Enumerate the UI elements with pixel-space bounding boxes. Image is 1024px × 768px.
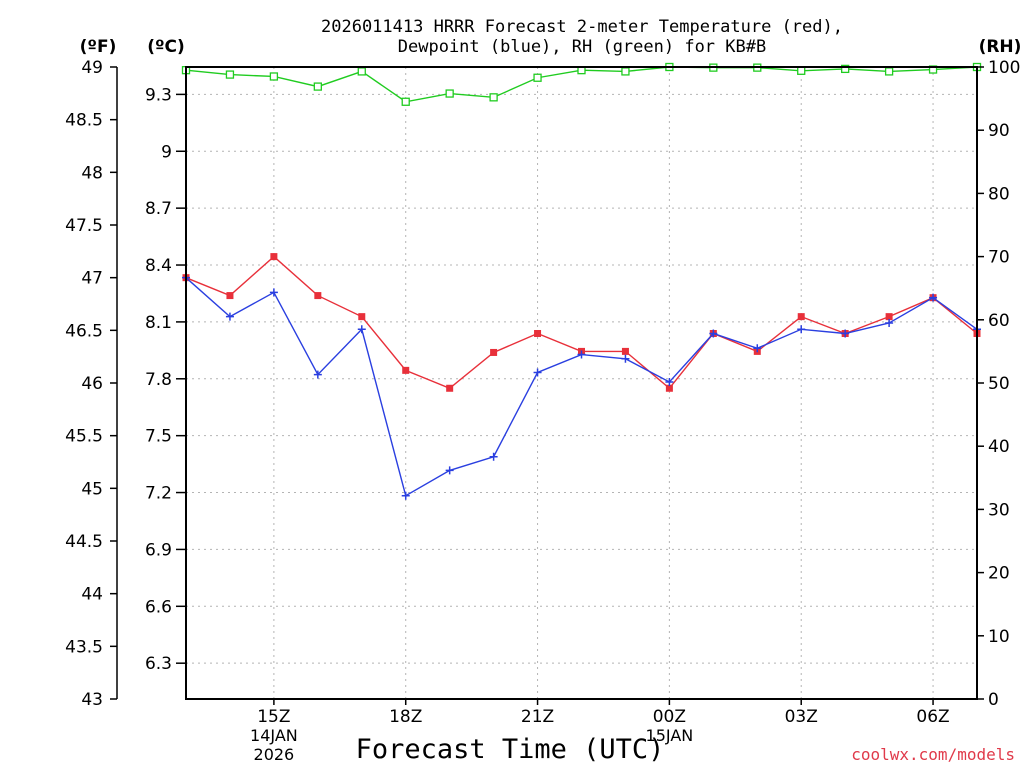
rh-tick-label: 70 [988,248,1010,268]
rh-point [401,97,410,106]
dewpoint-point [753,344,762,353]
rh-tick-label: 100 [988,58,1020,78]
fahrenheit-tick-label: 47.5 [65,216,103,236]
fahrenheit-tick-label: 48.5 [65,111,103,131]
rh-tick-label: 50 [988,374,1010,394]
temperature-point [270,253,278,261]
x-tick-date: 14JAN [250,726,298,745]
rh-point [884,67,894,76]
fahrenheit-tick-label: 43 [81,690,103,710]
rh-tick-label: 30 [988,500,1010,520]
dewpoint-point [269,288,278,297]
chart-title-line1: 2026011413 HRRR Forecast 2-meter Tempera… [321,17,843,37]
rh-point [313,82,322,91]
celsius-tick-label: 7.2 [145,484,172,504]
x-tick-label: 03Z [785,707,818,727]
rh-point [445,89,454,98]
celsius-tick-label: 8.7 [145,199,172,219]
fahrenheit-tick-label: 46 [81,374,103,394]
plot-frame [185,66,978,700]
dewpoint-point [577,350,586,359]
chart-title-line2: Dewpoint (blue), RH (green) for KB#B [397,37,767,57]
rh-unit-label: (RH) [979,37,1022,57]
temperature-point [621,347,629,355]
series-layer [181,62,982,500]
temperature-point [534,329,542,337]
dewpoint-point [841,329,850,338]
rh-tick-label: 40 [988,437,1010,457]
fahrenheit-tick-label: 46.5 [65,321,103,341]
dewpoint-point [225,312,234,321]
rh-point [357,67,366,76]
rh-tick-label: 10 [988,627,1010,647]
x-tick-label: 06Z [916,707,949,727]
x-tick-label: 15Z [257,707,290,727]
rh-tick-label: 0 [988,690,999,710]
rh-point [269,72,279,81]
temperature-point [226,292,234,300]
celsius-tick-label: 8.4 [145,256,172,276]
dewpoint-point [929,293,938,302]
celsius-tick-label: 6.9 [145,540,172,560]
fahrenheit-tick-label: 47 [81,269,103,289]
dewpoint-point [489,452,498,461]
fahrenheit-tick-label: 44.5 [65,532,103,552]
dewpoint-point [797,325,806,334]
dewpoint-point [357,325,366,334]
temperature-point [314,292,322,300]
rh-point [533,73,542,82]
temperature-point [665,384,673,392]
fahrenheit-tick-label: 49 [81,58,103,78]
rh-point [797,66,806,75]
celsius-tick-label: 7.8 [145,370,172,390]
x-tick-label: 18Z [389,707,422,727]
fahrenheit-tick-label: 48 [81,163,103,183]
celsius-tick-label: 9 [161,142,172,162]
celsius-tick-label: 7.5 [145,427,172,447]
x-tick-label: 00Z [653,707,686,727]
rh-point [489,93,498,102]
celsius-unit-label: (ºC) [147,37,185,57]
x-tick-year: 2026 [254,745,295,764]
x-tick-date: 15JAN [646,726,694,745]
credit-label: coolwx.com/models [851,745,1015,764]
gridlines [186,67,977,699]
fahrenheit-tick-label: 43.5 [65,637,103,657]
celsius-tick-label: 6.6 [145,597,172,617]
temperature-point [797,313,805,321]
temperature-point [402,366,410,374]
dewpoint-point [665,377,674,386]
fahrenheit-unit-label: (ºF) [80,37,117,57]
dewpoint-point [709,329,718,338]
rh-point [225,70,235,79]
celsius-tick-label: 6.3 [145,654,172,674]
fahrenheit-tick-label: 45.5 [65,427,103,447]
x-axis-title: Forecast Time (UTC) [356,734,665,765]
rh-tick-label: 60 [988,311,1010,331]
dewpoint-point [313,370,322,379]
x-tick-label: 21Z [521,707,554,727]
dewpoint-line [185,277,978,497]
dewpoint-point [533,368,542,377]
temperature-point [446,384,454,392]
fahrenheit-tick-label: 44 [81,585,103,605]
celsius-tick-label: 9.3 [145,85,172,105]
celsius-tick-label: 8.1 [145,313,172,333]
temperature-point [885,313,893,321]
rh-tick-label: 80 [988,184,1010,204]
dewpoint-point [621,354,630,363]
rh-tick-label: 90 [988,121,1010,141]
temperature-line [185,255,978,390]
rh-point [621,67,630,76]
dewpoint-point [885,318,894,327]
rh-tick-label: 20 [988,564,1010,584]
temperature-point [490,348,498,356]
dewpoint-point [401,491,410,500]
dewpoint-point [445,466,454,475]
temperature-point [358,313,366,321]
fahrenheit-tick-label: 45 [81,479,103,499]
rh-point [841,64,850,74]
